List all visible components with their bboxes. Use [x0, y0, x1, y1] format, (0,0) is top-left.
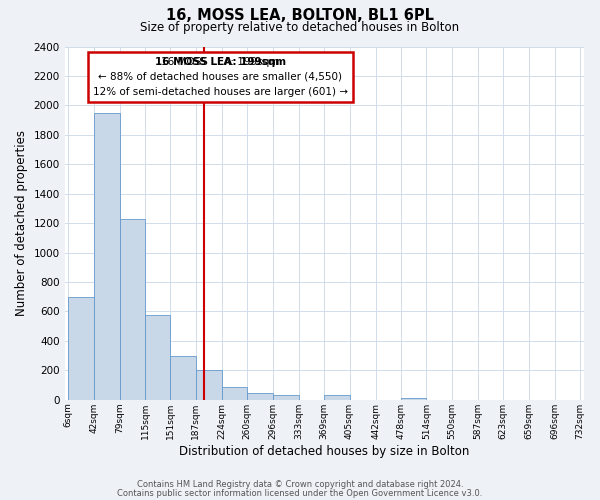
Bar: [272, 394, 299, 400]
Text: Contains HM Land Registry data © Crown copyright and database right 2024.: Contains HM Land Registry data © Crown c…: [137, 480, 463, 489]
Bar: [247, 393, 272, 400]
Bar: [401, 398, 427, 400]
Text: 16 MOSS LEA: 199sqm
← 88% of detached houses are smaller (4,550)
12% of semi-det: 16 MOSS LEA: 199sqm ← 88% of detached ho…: [93, 57, 348, 96]
Bar: [119, 218, 145, 400]
Bar: [324, 394, 350, 400]
Bar: [170, 356, 196, 400]
Text: Contains public sector information licensed under the Open Government Licence v3: Contains public sector information licen…: [118, 489, 482, 498]
Bar: [196, 370, 222, 400]
X-axis label: Distribution of detached houses by size in Bolton: Distribution of detached houses by size …: [179, 444, 469, 458]
Y-axis label: Number of detached properties: Number of detached properties: [15, 130, 28, 316]
Bar: [222, 388, 247, 400]
Bar: [145, 315, 170, 400]
Text: 16 MOSS LEA: 199sqm: 16 MOSS LEA: 199sqm: [155, 57, 286, 82]
Text: 16, MOSS LEA, BOLTON, BL1 6PL: 16, MOSS LEA, BOLTON, BL1 6PL: [166, 8, 434, 22]
Bar: [94, 112, 119, 400]
Bar: [68, 296, 94, 400]
Text: Size of property relative to detached houses in Bolton: Size of property relative to detached ho…: [140, 21, 460, 34]
